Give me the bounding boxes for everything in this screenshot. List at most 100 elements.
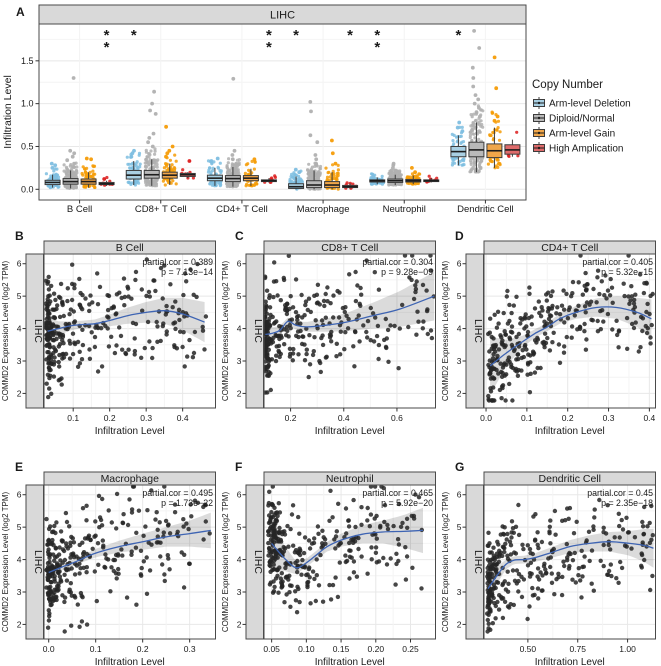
outlier-point	[232, 148, 237, 153]
partial-cor-annotation: partial.cor = 0.304	[362, 257, 433, 267]
y-tick-label: 2	[457, 388, 462, 398]
facet-side-label: LIHC	[252, 319, 264, 343]
y-tick-label: 6	[237, 259, 242, 269]
significance-star: *	[374, 39, 380, 56]
box-group-3-1	[306, 100, 323, 191]
x-tick-label: 0.2	[562, 413, 574, 423]
category-label: Neutrophil	[383, 204, 426, 215]
outlier-point	[391, 161, 396, 166]
x-axis-label: Infiltration Level	[315, 657, 385, 666]
scatter-chart-g: partial.cor = 0.45p = 2.35e−18 Dendritic …	[441, 460, 656, 666]
confidence-band	[488, 528, 654, 604]
outlier-point	[147, 136, 152, 140]
outlier-point	[170, 144, 175, 149]
outlier-point	[393, 170, 398, 175]
outlier-point	[477, 46, 482, 50]
y-tick-label: 4	[237, 555, 242, 565]
panel-letter: B	[15, 229, 24, 243]
scatter-title: CD8+ T Cell	[321, 242, 378, 254]
y-tick-label: 6	[457, 490, 462, 500]
box-group-5-0	[450, 120, 467, 167]
panel-letter: E	[15, 460, 23, 474]
scatter-title: Neutrophil	[326, 473, 374, 485]
outlier-point	[164, 124, 169, 129]
scatter-title: Dendritic Cell	[539, 473, 601, 485]
box-group-1-3	[179, 159, 196, 180]
box-group-2-2	[242, 157, 259, 188]
outlier-point	[72, 151, 77, 156]
box-group-2-1	[224, 76, 241, 189]
significance-star: *	[266, 27, 272, 44]
legend-item: Arm-level Gain	[533, 127, 615, 140]
x-axis-label: Infiltration Level	[315, 426, 385, 437]
outlier-point	[330, 138, 334, 143]
partial-cor-annotation: partial.cor = 0.45	[587, 488, 653, 498]
legend-item: Arm-level Deletion	[533, 97, 631, 110]
legend-item-label: Arm-level Deletion	[549, 99, 631, 110]
outlier-point	[252, 157, 257, 162]
outlier-point	[68, 148, 73, 153]
partial-cor-annotation: partial.cor = 0.389	[142, 257, 213, 267]
y-tick-label: 3	[457, 356, 462, 366]
panel-letter: G	[455, 460, 464, 474]
category-label: CD8+ T Cell	[135, 204, 187, 215]
outlier-point	[333, 161, 338, 166]
y-tick-label: 1.0	[21, 99, 34, 109]
panel-f-scatter: partial.cor = 0.465 p = 5.92e−20 Neutrophi…	[220, 449, 440, 666]
outlier-point	[492, 118, 497, 123]
outlier-point	[478, 114, 482, 119]
legend-item: High Amplication	[533, 142, 623, 155]
y-tick-label: 3	[17, 356, 22, 366]
x-axis-label: Infiltration Level	[95, 426, 165, 437]
significance-star: *	[347, 27, 353, 44]
x-tick-label: 0.2	[285, 413, 297, 423]
box-group-5-2	[486, 55, 503, 170]
loess-curve	[265, 295, 435, 336]
y-tick-label: 5	[17, 291, 22, 301]
x-tick-label: 0.2	[104, 413, 116, 423]
box-group-4-1	[387, 161, 404, 187]
facet-side-label: LIHC	[252, 550, 264, 574]
y-tick-label: 6	[17, 490, 22, 500]
p-value-annotation: p = 7.13e−14	[161, 267, 213, 277]
outlier-point	[230, 153, 235, 157]
significance-star: *	[455, 27, 461, 44]
y-tick-label: 6	[17, 259, 22, 269]
x-tick-label: 0.75	[569, 644, 586, 654]
scatter-points	[44, 484, 212, 634]
outlier-point	[234, 161, 239, 166]
outlier-point	[494, 86, 499, 91]
legend-item: Diploid/Normal	[533, 112, 615, 125]
y-tick-label: 3	[237, 587, 242, 597]
outlier-point	[473, 93, 478, 97]
scatter-points	[485, 497, 655, 634]
box-group-4-3	[423, 174, 440, 184]
y-tick-label: 4	[237, 324, 242, 334]
outlier-point	[314, 157, 319, 162]
outlier-point	[314, 161, 318, 166]
loess-curve	[489, 306, 652, 367]
outlier-point	[215, 156, 220, 161]
y-tick-label: 2	[17, 619, 22, 629]
outlier-point	[315, 140, 320, 145]
x-tick-label: 0.05	[263, 644, 280, 654]
outlier-point	[146, 140, 151, 145]
outlier-point	[151, 131, 156, 136]
scatter-title: CD4+ T Cell	[541, 242, 598, 254]
p-value-annotation: p = 1.73e−22	[161, 498, 213, 508]
x-tick-label: 0.20	[368, 644, 385, 654]
category-label: Dendritic Cell	[457, 204, 514, 215]
facet-side-label: LIHC	[32, 550, 44, 574]
y-tick-label: 2	[237, 388, 242, 398]
box-group-0-3	[98, 175, 115, 187]
x-axis-label: Infiltration Level	[535, 657, 605, 666]
y-tick-label: 6	[457, 259, 462, 269]
x-tick-label: 0.1	[67, 413, 79, 423]
outlier-point	[492, 55, 497, 60]
x-tick-label: 0.10	[298, 644, 315, 654]
y-tick-label: 5	[237, 522, 242, 532]
y-tick-label: 4	[17, 324, 22, 334]
